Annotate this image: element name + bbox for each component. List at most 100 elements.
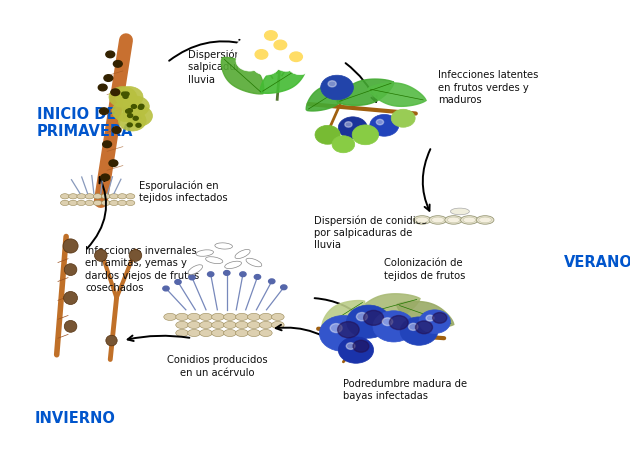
Ellipse shape (479, 217, 491, 223)
Text: INICIO DE LA
PRIMAVERA: INICIO DE LA PRIMAVERA (37, 107, 142, 139)
Circle shape (272, 45, 297, 64)
Ellipse shape (260, 330, 272, 337)
Ellipse shape (224, 322, 236, 329)
Circle shape (128, 114, 133, 117)
Circle shape (112, 127, 121, 133)
Polygon shape (322, 300, 365, 329)
Circle shape (338, 337, 374, 363)
Circle shape (100, 108, 108, 114)
Ellipse shape (432, 217, 444, 223)
Circle shape (328, 81, 336, 87)
Circle shape (252, 54, 280, 75)
Circle shape (352, 125, 379, 145)
Ellipse shape (176, 330, 188, 337)
Ellipse shape (196, 250, 214, 256)
Circle shape (125, 109, 130, 113)
Circle shape (127, 123, 132, 127)
Ellipse shape (447, 217, 460, 223)
Ellipse shape (176, 313, 188, 321)
Circle shape (106, 51, 115, 58)
Circle shape (290, 52, 302, 61)
Ellipse shape (476, 216, 494, 224)
Ellipse shape (85, 194, 94, 199)
Ellipse shape (272, 313, 284, 321)
Polygon shape (221, 57, 264, 94)
Ellipse shape (212, 313, 224, 321)
Ellipse shape (236, 313, 248, 321)
Circle shape (163, 286, 169, 291)
Ellipse shape (450, 208, 469, 215)
Circle shape (274, 53, 298, 71)
Circle shape (281, 35, 306, 54)
Ellipse shape (85, 201, 94, 205)
Ellipse shape (77, 194, 86, 199)
Polygon shape (337, 79, 394, 105)
Circle shape (236, 51, 263, 71)
Ellipse shape (60, 194, 69, 199)
Circle shape (288, 57, 312, 75)
Circle shape (132, 105, 137, 108)
Circle shape (319, 315, 367, 351)
Circle shape (112, 101, 140, 122)
Ellipse shape (200, 322, 212, 329)
Ellipse shape (60, 201, 69, 205)
Ellipse shape (110, 201, 118, 205)
Circle shape (113, 61, 122, 67)
Ellipse shape (212, 322, 224, 329)
Ellipse shape (260, 322, 272, 329)
Ellipse shape (118, 201, 127, 205)
Circle shape (122, 96, 149, 117)
Ellipse shape (236, 330, 248, 337)
Ellipse shape (69, 194, 77, 199)
Circle shape (133, 116, 138, 120)
Circle shape (408, 324, 418, 331)
Ellipse shape (188, 265, 203, 274)
Text: Colonización de
tejidos de frutos: Colonización de tejidos de frutos (384, 258, 466, 281)
Ellipse shape (463, 217, 476, 223)
Circle shape (123, 95, 128, 98)
Ellipse shape (205, 257, 223, 263)
Circle shape (376, 119, 384, 125)
Ellipse shape (246, 258, 262, 267)
Circle shape (109, 87, 137, 107)
Ellipse shape (188, 330, 200, 337)
Circle shape (353, 340, 369, 352)
Circle shape (139, 105, 144, 108)
Ellipse shape (176, 322, 188, 329)
Ellipse shape (77, 201, 86, 205)
Text: Conidios producidos
en un acérvulo: Conidios producidos en un acérvulo (167, 355, 268, 378)
Ellipse shape (164, 313, 176, 321)
Ellipse shape (101, 201, 110, 205)
Circle shape (189, 275, 195, 280)
Circle shape (345, 122, 352, 127)
Circle shape (391, 109, 415, 127)
Ellipse shape (188, 313, 200, 321)
Circle shape (263, 19, 285, 35)
Circle shape (433, 313, 447, 323)
Circle shape (124, 92, 129, 96)
Circle shape (224, 271, 230, 275)
Circle shape (346, 305, 391, 338)
Circle shape (257, 30, 282, 49)
Polygon shape (306, 83, 349, 111)
Circle shape (115, 87, 143, 107)
Circle shape (255, 50, 268, 59)
Circle shape (257, 41, 282, 60)
Circle shape (288, 39, 312, 57)
Circle shape (274, 42, 298, 60)
Ellipse shape (215, 243, 232, 249)
Ellipse shape (260, 313, 272, 321)
Polygon shape (239, 48, 290, 70)
Ellipse shape (224, 330, 236, 337)
Ellipse shape (126, 194, 135, 199)
Circle shape (104, 75, 113, 81)
Circle shape (426, 315, 434, 321)
Ellipse shape (106, 335, 117, 346)
Circle shape (251, 22, 273, 39)
Circle shape (240, 272, 246, 277)
Ellipse shape (200, 313, 212, 321)
Ellipse shape (236, 322, 248, 329)
Polygon shape (260, 63, 307, 93)
Ellipse shape (429, 216, 447, 224)
Ellipse shape (225, 261, 241, 269)
